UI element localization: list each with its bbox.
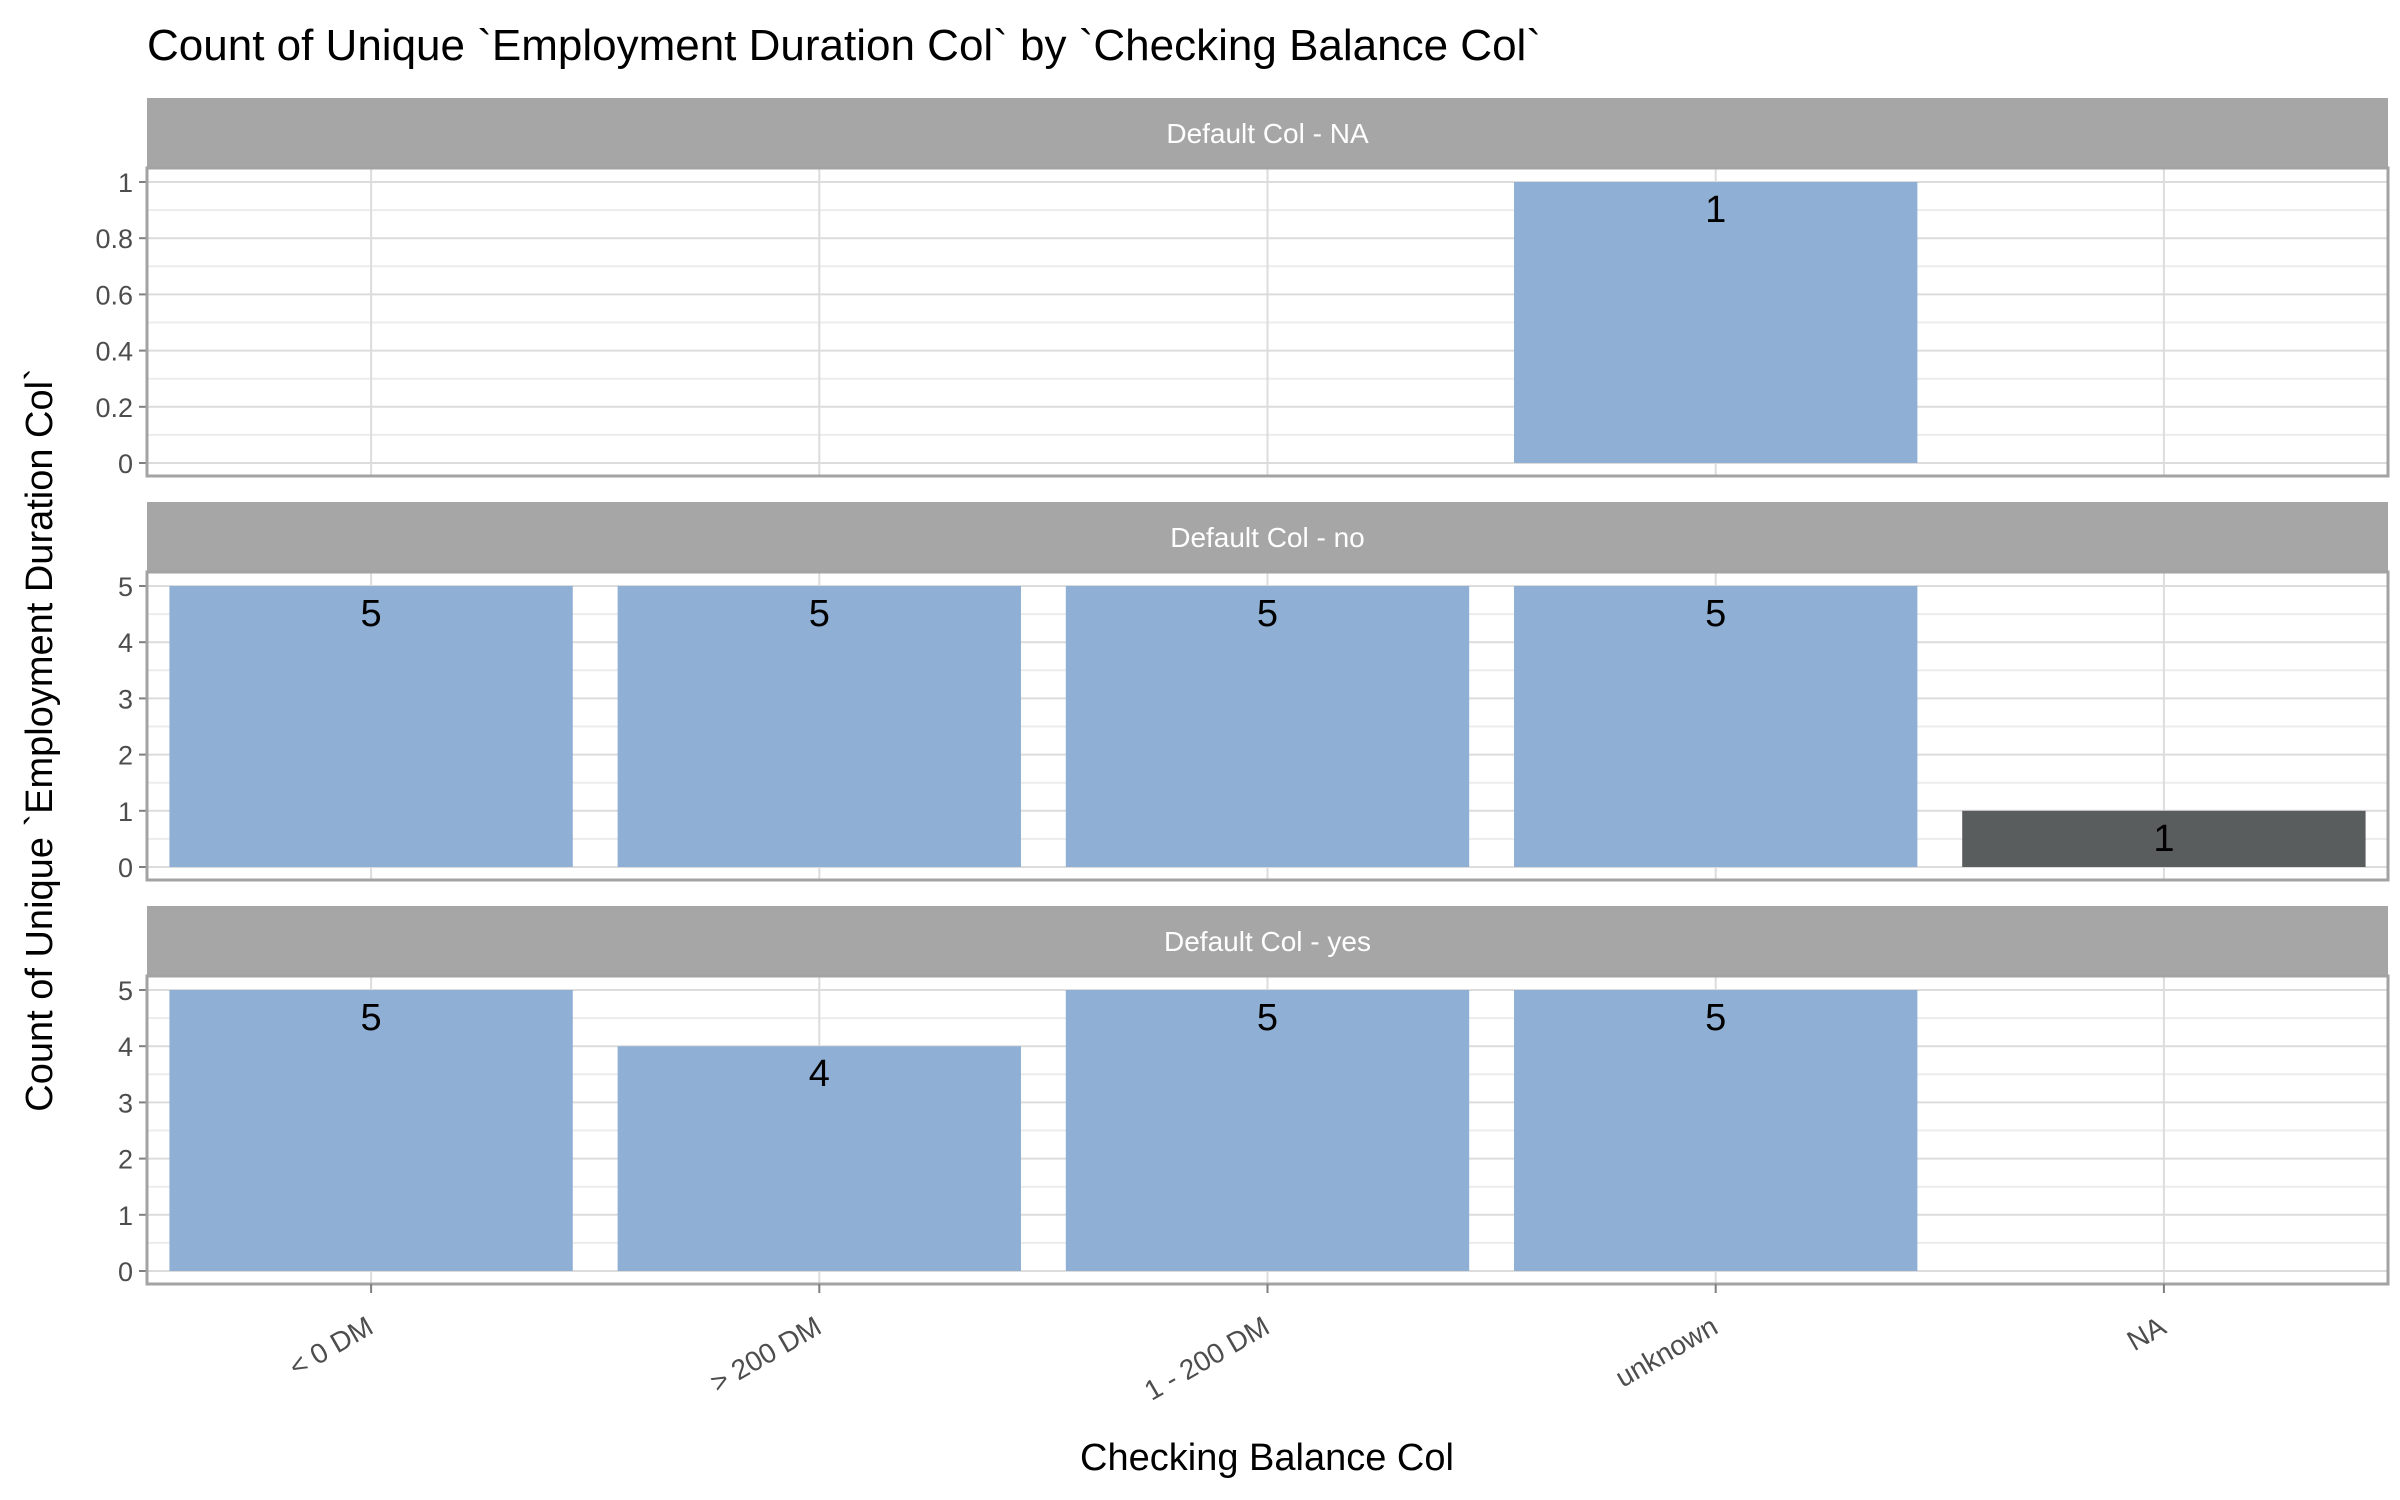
- bar-value-label: 1: [2153, 818, 2174, 860]
- x-axis: < 0 DM > 200 DM 1 - 200 DM unknown NA: [284, 1284, 2171, 1406]
- bar: [169, 990, 573, 1271]
- facet-strip: [147, 906, 2388, 976]
- y-tick-label: 2: [118, 741, 133, 771]
- panel-border: [145, 166, 2390, 478]
- facet-panel: Default Col - no 0 1 2 3 4 5 5 5 5 5 1: [118, 502, 2390, 883]
- facet-strip: [147, 502, 2388, 572]
- bar-value-label: 5: [809, 593, 830, 635]
- y-axis-title: Count of Unique `Employment Duration Col…: [19, 368, 61, 1111]
- facet-strip-label: Default Col - NA: [1166, 118, 1369, 149]
- bar: [1514, 182, 1918, 463]
- y-tick-label: 3: [118, 1088, 133, 1118]
- facet-panel: Default Col - yes 0 1 2 3 4 5 5 4 5 5: [118, 906, 2390, 1287]
- bar-value-label: 5: [1705, 593, 1726, 635]
- bar: [1065, 586, 1470, 867]
- x-tick-label: > 200 DM: [705, 1310, 826, 1398]
- y-tick-label: 4: [118, 628, 133, 658]
- x-tick-label: 1 - 200 DM: [1139, 1310, 1274, 1406]
- x-tick-label: NA: [2122, 1310, 2171, 1356]
- bar: [169, 586, 573, 867]
- bar: [1065, 990, 1470, 1271]
- y-tick-label: 0.2: [95, 393, 133, 423]
- y-tick-label: 0: [118, 853, 133, 883]
- y-tick-label: 1: [118, 1201, 133, 1231]
- x-tick-label: unknown: [1610, 1310, 1723, 1393]
- y-tick-label: 1: [118, 797, 133, 827]
- bar-value-label: 5: [361, 593, 382, 635]
- facet-strip-label: Default Col - yes: [1164, 926, 1371, 957]
- bar-value-label: 5: [1257, 593, 1278, 635]
- facet-strip: [147, 98, 2388, 168]
- bar-value-label: 4: [809, 1053, 830, 1095]
- y-tick-label: 0.8: [95, 224, 133, 254]
- panel-border: [145, 570, 2390, 882]
- y-tick-label: 4: [118, 1032, 133, 1062]
- x-tick-label: < 0 DM: [284, 1310, 378, 1382]
- chart-title: Count of Unique `Employment Duration Col…: [147, 21, 1541, 70]
- bar-value-label: 5: [1705, 997, 1726, 1039]
- bar: [1514, 990, 1918, 1271]
- bar: [617, 586, 1021, 867]
- y-tick-label: 0.4: [95, 337, 133, 367]
- bar-value-label: 1: [1705, 189, 1726, 231]
- bar-value-label: 5: [361, 997, 382, 1039]
- y-tick-label: 1: [118, 168, 133, 198]
- bar: [1514, 586, 1918, 867]
- bar-value-label: 5: [1257, 997, 1278, 1039]
- facet-strip-label: Default Col - no: [1170, 522, 1365, 553]
- y-tick-label: 5: [118, 572, 133, 602]
- y-tick-label: 3: [118, 684, 133, 714]
- y-tick-label: 0: [118, 449, 133, 479]
- y-tick-label: 5: [118, 976, 133, 1006]
- y-tick-label: 2: [118, 1145, 133, 1175]
- x-axis-title: Checking Balance Col: [1080, 1437, 1454, 1479]
- y-tick-label: 0.6: [95, 280, 133, 310]
- facet-panel: Default Col - NA 0 0.2 0.4 0.6 0.8 1 1: [95, 98, 2390, 479]
- bar: [1962, 810, 2366, 867]
- y-tick-label: 0: [118, 1257, 133, 1287]
- bar: [617, 1046, 1021, 1271]
